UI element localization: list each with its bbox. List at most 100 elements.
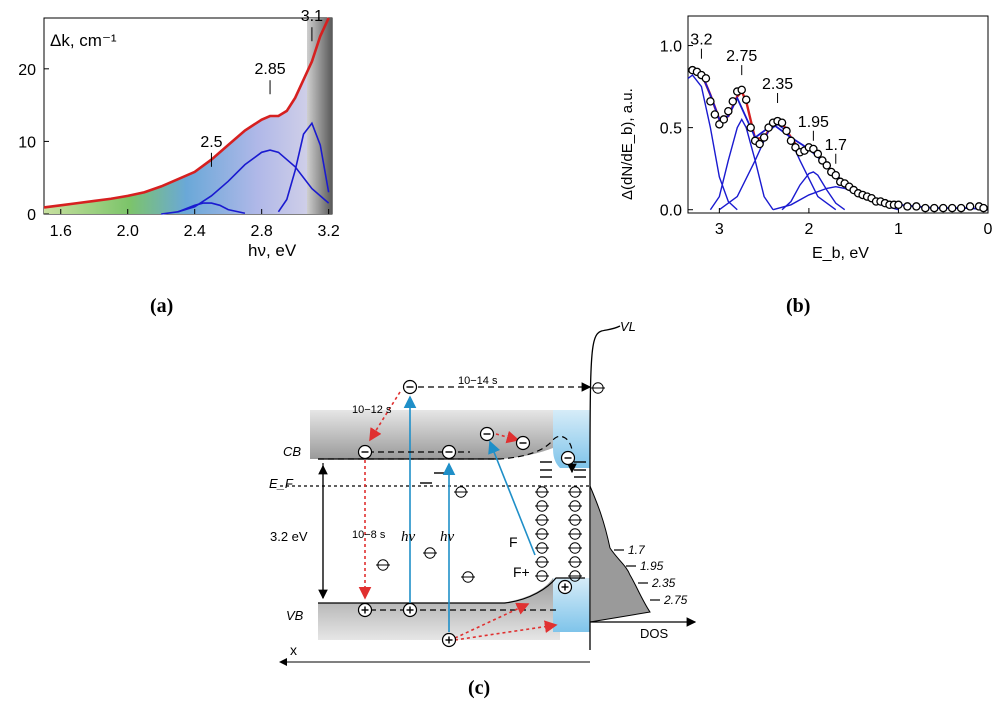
panel-b-points: [688, 65, 988, 213]
data-point: [786, 136, 796, 146]
peak-label: 1.95: [798, 114, 829, 131]
valence-band-block: [318, 578, 560, 640]
label-time-14: 10−14 s: [458, 375, 498, 387]
data-point: [706, 97, 715, 106]
data-point: [965, 202, 975, 211]
caption-a: (a): [150, 295, 173, 317]
peak-label: 1.7: [825, 137, 847, 154]
label-time-8: 10−8 s: [352, 529, 386, 541]
panel-a-x-label: hν, eV: [248, 241, 297, 260]
peak-label: 2.75: [726, 48, 757, 65]
data-point: [921, 203, 930, 213]
data-point: [912, 202, 921, 211]
absorption-total-curve: [43, 17, 330, 209]
peak-label: 2.35: [762, 76, 793, 93]
label-f: F: [509, 534, 518, 550]
data-point: [746, 123, 755, 132]
panel-b-annotations: 3.2 2.75 2.35 1.95 1.7: [690, 32, 847, 164]
label-cb: CB: [283, 444, 301, 459]
panel-a: 1.6 2.0 2.4 2.8 3.2 0 10 20 2.5 2.85 3.1 Δk, cm⁻¹…: [18, 8, 340, 260]
data-point: [755, 139, 764, 149]
gaussian-component-6: [781, 171, 846, 211]
data-point: [759, 133, 769, 142]
data-point: [728, 97, 738, 106]
panel-b-ticks: 3 2 1 0 0.0 0.5 1.0: [660, 39, 993, 238]
y-tick-label: 1.0: [660, 39, 682, 56]
y-tick-label: 0.0: [660, 203, 682, 220]
absorption-edge-shade: [307, 18, 332, 214]
label-vb: VB: [286, 608, 304, 623]
label-hv-1: hν: [401, 529, 416, 545]
peak-label: 2.5: [200, 134, 222, 151]
data-point: [782, 126, 791, 136]
data-point: [938, 203, 948, 213]
dos-level-marks: [614, 549, 660, 601]
data-point: [831, 170, 841, 180]
peak-label: 2.85: [254, 61, 285, 78]
panel-b-x-label: E_b, eV: [812, 245, 869, 262]
data-point: [947, 203, 957, 213]
panel-c-band-diagram: VL CB E_F VB x DOS 3.2 eV F F+ hν hν 10−…: [269, 319, 697, 666]
dos-level-1: 1.7: [628, 543, 646, 557]
vb-edge-bend: [504, 577, 585, 604]
vacuum-level-curve: [589, 325, 621, 650]
label-time-12: 10−12 s: [352, 404, 392, 416]
y-tick-label: 20: [18, 62, 36, 79]
dos-shape: [589, 485, 651, 623]
data-point: [741, 95, 751, 104]
x-tick-label: 1.6: [50, 223, 72, 240]
data-point: [710, 110, 720, 119]
panel-a-ticks: 1.6 2.0 2.4 2.8 3.2 0 10 20: [18, 62, 340, 240]
y-tick-label: 0.5: [660, 121, 682, 138]
caption-c: (c): [468, 677, 490, 699]
label-gap: 3.2 eV: [270, 529, 308, 544]
dos-level-3: 2.35: [651, 576, 676, 590]
x-tick-label: 0: [984, 221, 993, 238]
gaussian-component-3: [687, 74, 738, 211]
panel-b-y-label: Δ(dN/dE_b), a.u.: [619, 88, 636, 200]
panel-b: 3 2 1 0 0.0 0.5 1.0 3.2 2.75 2.35 1.95 1.7 Δ(dN/dE…: [619, 15, 993, 262]
panel-a-curves: [43, 17, 330, 215]
x-tick-label: 3.2: [318, 223, 340, 240]
charge-carriers: [357, 379, 605, 648]
label-fplus: F+: [513, 564, 530, 580]
absorption-area-fill: [44, 18, 329, 214]
label-x: x: [290, 642, 297, 658]
dos-level-2: 1.95: [640, 559, 664, 573]
panel-a-unit-label: Δk, cm⁻¹: [50, 31, 117, 50]
data-point: [822, 161, 832, 170]
data-point: [701, 74, 711, 83]
data-point: [930, 203, 939, 213]
peak-label: 3.1: [301, 8, 323, 25]
x-tick-label: 2.8: [251, 223, 273, 240]
x-tick-label: 2.4: [184, 223, 206, 240]
dos-level-4: 2.75: [663, 593, 688, 607]
label-vl: VL: [620, 319, 636, 334]
data-point: [903, 202, 912, 211]
data-point: [719, 115, 729, 124]
label-hv-2: hν: [440, 529, 455, 545]
surface-cb-region: [553, 410, 590, 468]
data-point: [737, 85, 746, 95]
label-dos: DOS: [640, 626, 669, 641]
x-tick-label: 2.0: [117, 223, 139, 240]
peak-label: 3.2: [690, 32, 712, 49]
gaussian-component-3: [277, 121, 330, 213]
data-point: [894, 200, 903, 210]
x-tick-label: 3: [715, 221, 724, 238]
x-tick-label: 2: [804, 221, 813, 238]
gaussian-component-2: [177, 149, 330, 213]
y-tick-label: 10: [18, 134, 36, 151]
gaussian-component-4: [709, 117, 774, 211]
panel-a-annotations: 2.5 2.85 3.1: [200, 8, 323, 167]
x-tick-label: 1: [894, 221, 903, 238]
caption-b: (b): [786, 295, 810, 317]
data-point: [724, 106, 733, 116]
data-point: [956, 203, 966, 213]
data-point: [979, 203, 988, 213]
label-ef: E_F: [269, 476, 294, 491]
defect-excitation-arrow: [488, 440, 536, 556]
y-tick-label: 0: [27, 207, 36, 224]
data-point: [813, 149, 823, 159]
